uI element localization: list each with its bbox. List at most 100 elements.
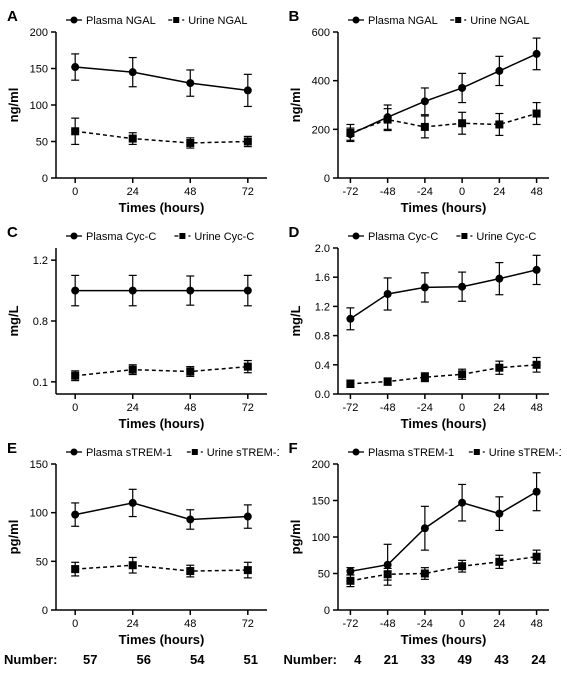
panel-D: D 0.00.40.81.21.62.0-72-48-2402448Times … [286, 222, 564, 432]
panel-letter: B [289, 8, 300, 25]
chart-grid: A 0501001502000244872Times (hours)ng/mlP… [0, 0, 567, 650]
svg-text:ng/ml: ng/ml [6, 88, 21, 123]
svg-text:mg/L: mg/L [6, 305, 21, 336]
chart-A: 0 50 100 150 200 0 24 48 72 Times (hours) ng/ml Pla… [4, 6, 279, 216]
svg-text:-24: -24 [416, 402, 432, 414]
panel-letter: D [289, 224, 300, 241]
svg-text:200: 200 [30, 27, 48, 39]
svg-text:Times (hours): Times (hours) [119, 416, 205, 431]
svg-text:Plasma NGAL: Plasma NGAL [368, 15, 438, 27]
svg-text:Plasma NGAL: Plasma NGAL [86, 15, 156, 27]
svg-text:0: 0 [459, 402, 465, 414]
svg-text:-72: -72 [342, 186, 358, 198]
svg-text:48: 48 [530, 618, 542, 630]
svg-text:100: 100 [30, 508, 48, 520]
numbers-left: Number: 57 56 54 51 [4, 652, 284, 667]
number-value: 4 [354, 652, 361, 667]
svg-text:Urine Cyc-C: Urine Cyc-C [194, 231, 254, 243]
number-value: 24 [531, 652, 545, 667]
chart-B: 0 200 400 600 -72 -48 -24 0 24 48 Times (hours) ng/… [286, 6, 561, 216]
svg-text:Times (hours): Times (hours) [400, 632, 486, 647]
number-value: 49 [458, 652, 472, 667]
svg-text:0.4: 0.4 [314, 360, 329, 372]
svg-text:pg/ml: pg/ml [288, 520, 303, 555]
svg-text:400: 400 [311, 76, 329, 88]
svg-text:1.2: 1.2 [314, 301, 329, 313]
svg-text:Plasma Cyc-C: Plasma Cyc-C [368, 231, 438, 243]
svg-text:48: 48 [184, 186, 196, 198]
svg-text:Urine sTREM-1: Urine sTREM-1 [207, 447, 279, 459]
panel-F: F 050100150200-72-48-2402448Times (hours… [286, 438, 564, 648]
svg-text:ng/ml: ng/ml [288, 88, 303, 123]
svg-text:0.8: 0.8 [33, 316, 48, 328]
svg-text:150: 150 [30, 459, 48, 471]
svg-text:1.6: 1.6 [314, 272, 329, 284]
number-value: 21 [384, 652, 398, 667]
svg-text:24: 24 [127, 186, 139, 198]
svg-text:-72: -72 [342, 618, 358, 630]
svg-text:Plasma sTREM-1: Plasma sTREM-1 [368, 447, 454, 459]
svg-text:Plasma sTREM-1: Plasma sTREM-1 [86, 447, 172, 459]
svg-text:24: 24 [127, 402, 139, 414]
svg-text:Urine sTREM-1: Urine sTREM-1 [488, 447, 560, 459]
panel-letter: F [289, 440, 298, 457]
svg-text:50: 50 [36, 137, 48, 149]
svg-text:Times (hours): Times (hours) [119, 200, 205, 215]
svg-text:mg/L: mg/L [288, 305, 303, 336]
svg-text:0: 0 [72, 402, 78, 414]
svg-text:0.1: 0.1 [33, 377, 48, 389]
numbers-label: Number: [4, 652, 57, 667]
svg-text:-24: -24 [416, 186, 432, 198]
number-value: 54 [190, 652, 204, 667]
svg-text:-72: -72 [342, 402, 358, 414]
svg-text:48: 48 [184, 402, 196, 414]
svg-text:48: 48 [184, 618, 196, 630]
svg-text:0: 0 [459, 186, 465, 198]
svg-text:0: 0 [42, 173, 48, 185]
svg-text:0: 0 [459, 618, 465, 630]
svg-text:200: 200 [311, 124, 329, 136]
number-value: 56 [136, 652, 150, 667]
number-value: 57 [83, 652, 97, 667]
chart-F: 050100150200-72-48-2402448Times (hours)p… [286, 438, 561, 648]
svg-text:50: 50 [317, 569, 329, 581]
svg-text:1.2: 1.2 [33, 255, 48, 267]
svg-text:-48: -48 [379, 618, 395, 630]
svg-text:0: 0 [323, 173, 329, 185]
svg-text:Times (hours): Times (hours) [119, 632, 205, 647]
number-value: 43 [494, 652, 508, 667]
svg-text:72: 72 [242, 618, 254, 630]
svg-text:0: 0 [323, 605, 329, 617]
svg-text:Times (hours): Times (hours) [400, 416, 486, 431]
svg-text:0.8: 0.8 [314, 331, 329, 343]
svg-text:150: 150 [30, 64, 48, 76]
number-value: 33 [421, 652, 435, 667]
panel-letter: C [7, 224, 18, 241]
svg-text:600: 600 [311, 27, 329, 39]
svg-text:24: 24 [493, 402, 505, 414]
svg-text:Times (hours): Times (hours) [400, 200, 486, 215]
svg-text:100: 100 [30, 100, 48, 112]
svg-text:Urine NGAL: Urine NGAL [188, 15, 247, 27]
panel-A: A 0501001502000244872Times (hours)ng/mlP… [4, 6, 282, 216]
svg-text:48: 48 [530, 186, 542, 198]
number-value: 51 [243, 652, 257, 667]
svg-text:0: 0 [72, 186, 78, 198]
numbers-label: Number: [284, 652, 337, 667]
chart-E: 0501001500244872Times (hours)pg/mlPlasma… [4, 438, 279, 648]
svg-text:24: 24 [493, 186, 505, 198]
svg-text:72: 72 [242, 186, 254, 198]
svg-text:100: 100 [311, 532, 329, 544]
svg-text:-48: -48 [379, 402, 395, 414]
panel-E: E 0501001500244872Times (hours)pg/mlPlas… [4, 438, 282, 648]
numbers-row: Number: 57 56 54 51 Number: 4 21 33 49 43 24 [0, 650, 567, 675]
svg-text:0.0: 0.0 [314, 389, 329, 401]
panel-B: B 0 200 400 600 -72 -48 -24 0 24 48 Times (hours) n… [286, 6, 564, 216]
svg-text:50: 50 [36, 556, 48, 568]
chart-C: 0.10.81.20244872Times (hours)mg/LPlasma … [4, 222, 279, 432]
svg-text:-48: -48 [379, 186, 395, 198]
svg-text:2.0: 2.0 [314, 243, 329, 255]
chart-D: 0.00.40.81.21.62.0-72-48-2402448Times (h… [286, 222, 561, 432]
svg-text:150: 150 [311, 496, 329, 508]
svg-text:Plasma Cyc-C: Plasma Cyc-C [86, 231, 156, 243]
